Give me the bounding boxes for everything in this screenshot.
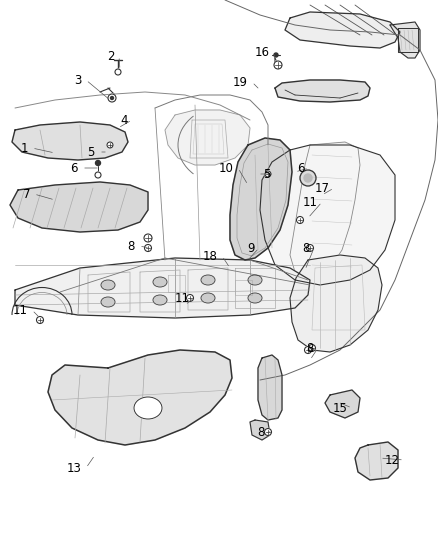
Ellipse shape bbox=[101, 280, 115, 290]
Circle shape bbox=[107, 142, 113, 148]
Circle shape bbox=[187, 295, 194, 302]
Polygon shape bbox=[12, 122, 128, 160]
Circle shape bbox=[274, 53, 278, 57]
Circle shape bbox=[274, 61, 282, 69]
Text: 8: 8 bbox=[303, 241, 310, 254]
Polygon shape bbox=[10, 182, 148, 232]
Circle shape bbox=[95, 160, 100, 166]
Circle shape bbox=[308, 344, 315, 351]
Polygon shape bbox=[390, 22, 420, 58]
Polygon shape bbox=[230, 138, 292, 260]
Text: 10: 10 bbox=[219, 161, 234, 174]
Text: 12: 12 bbox=[385, 454, 400, 466]
Circle shape bbox=[304, 346, 311, 353]
Text: 17: 17 bbox=[315, 182, 330, 195]
Ellipse shape bbox=[153, 277, 167, 287]
Text: 19: 19 bbox=[233, 76, 248, 88]
Ellipse shape bbox=[201, 275, 215, 285]
Polygon shape bbox=[290, 255, 382, 352]
Text: 16: 16 bbox=[255, 45, 270, 59]
Text: 5: 5 bbox=[263, 167, 270, 181]
Circle shape bbox=[95, 172, 101, 178]
Polygon shape bbox=[258, 355, 282, 420]
Circle shape bbox=[265, 171, 271, 177]
Text: 8: 8 bbox=[258, 425, 265, 439]
Ellipse shape bbox=[248, 275, 262, 285]
Text: 8: 8 bbox=[127, 239, 135, 253]
Ellipse shape bbox=[101, 297, 115, 307]
Text: 6: 6 bbox=[297, 161, 305, 174]
Text: 13: 13 bbox=[67, 462, 82, 474]
Polygon shape bbox=[325, 390, 360, 418]
Polygon shape bbox=[290, 142, 360, 280]
Circle shape bbox=[265, 429, 272, 435]
Circle shape bbox=[108, 94, 116, 102]
Polygon shape bbox=[250, 420, 270, 440]
Ellipse shape bbox=[248, 293, 262, 303]
Text: 11: 11 bbox=[175, 292, 190, 304]
Text: 5: 5 bbox=[88, 146, 95, 158]
Polygon shape bbox=[260, 145, 395, 285]
Circle shape bbox=[297, 216, 304, 223]
Ellipse shape bbox=[201, 293, 215, 303]
Polygon shape bbox=[285, 12, 400, 48]
Polygon shape bbox=[15, 258, 310, 318]
Circle shape bbox=[110, 96, 113, 100]
Text: 11: 11 bbox=[13, 303, 28, 317]
Text: 3: 3 bbox=[74, 74, 82, 86]
Ellipse shape bbox=[134, 397, 162, 419]
Polygon shape bbox=[398, 28, 418, 52]
Circle shape bbox=[304, 174, 312, 182]
Circle shape bbox=[307, 245, 314, 252]
Ellipse shape bbox=[153, 295, 167, 305]
Text: 15: 15 bbox=[333, 401, 348, 415]
Text: 4: 4 bbox=[120, 114, 128, 126]
Polygon shape bbox=[275, 80, 370, 102]
Text: 9: 9 bbox=[247, 241, 255, 254]
Text: 1: 1 bbox=[21, 141, 28, 155]
Text: 2: 2 bbox=[107, 50, 115, 62]
Circle shape bbox=[36, 317, 43, 324]
Text: 11: 11 bbox=[303, 196, 318, 208]
Text: 18: 18 bbox=[203, 249, 218, 262]
Text: 6: 6 bbox=[71, 161, 78, 174]
Polygon shape bbox=[165, 110, 250, 165]
Circle shape bbox=[145, 245, 152, 252]
Text: 7: 7 bbox=[22, 188, 30, 200]
Circle shape bbox=[144, 234, 152, 242]
Text: 8: 8 bbox=[307, 342, 314, 354]
Circle shape bbox=[115, 69, 121, 75]
Polygon shape bbox=[355, 442, 398, 480]
Circle shape bbox=[300, 170, 316, 186]
Polygon shape bbox=[48, 350, 232, 445]
